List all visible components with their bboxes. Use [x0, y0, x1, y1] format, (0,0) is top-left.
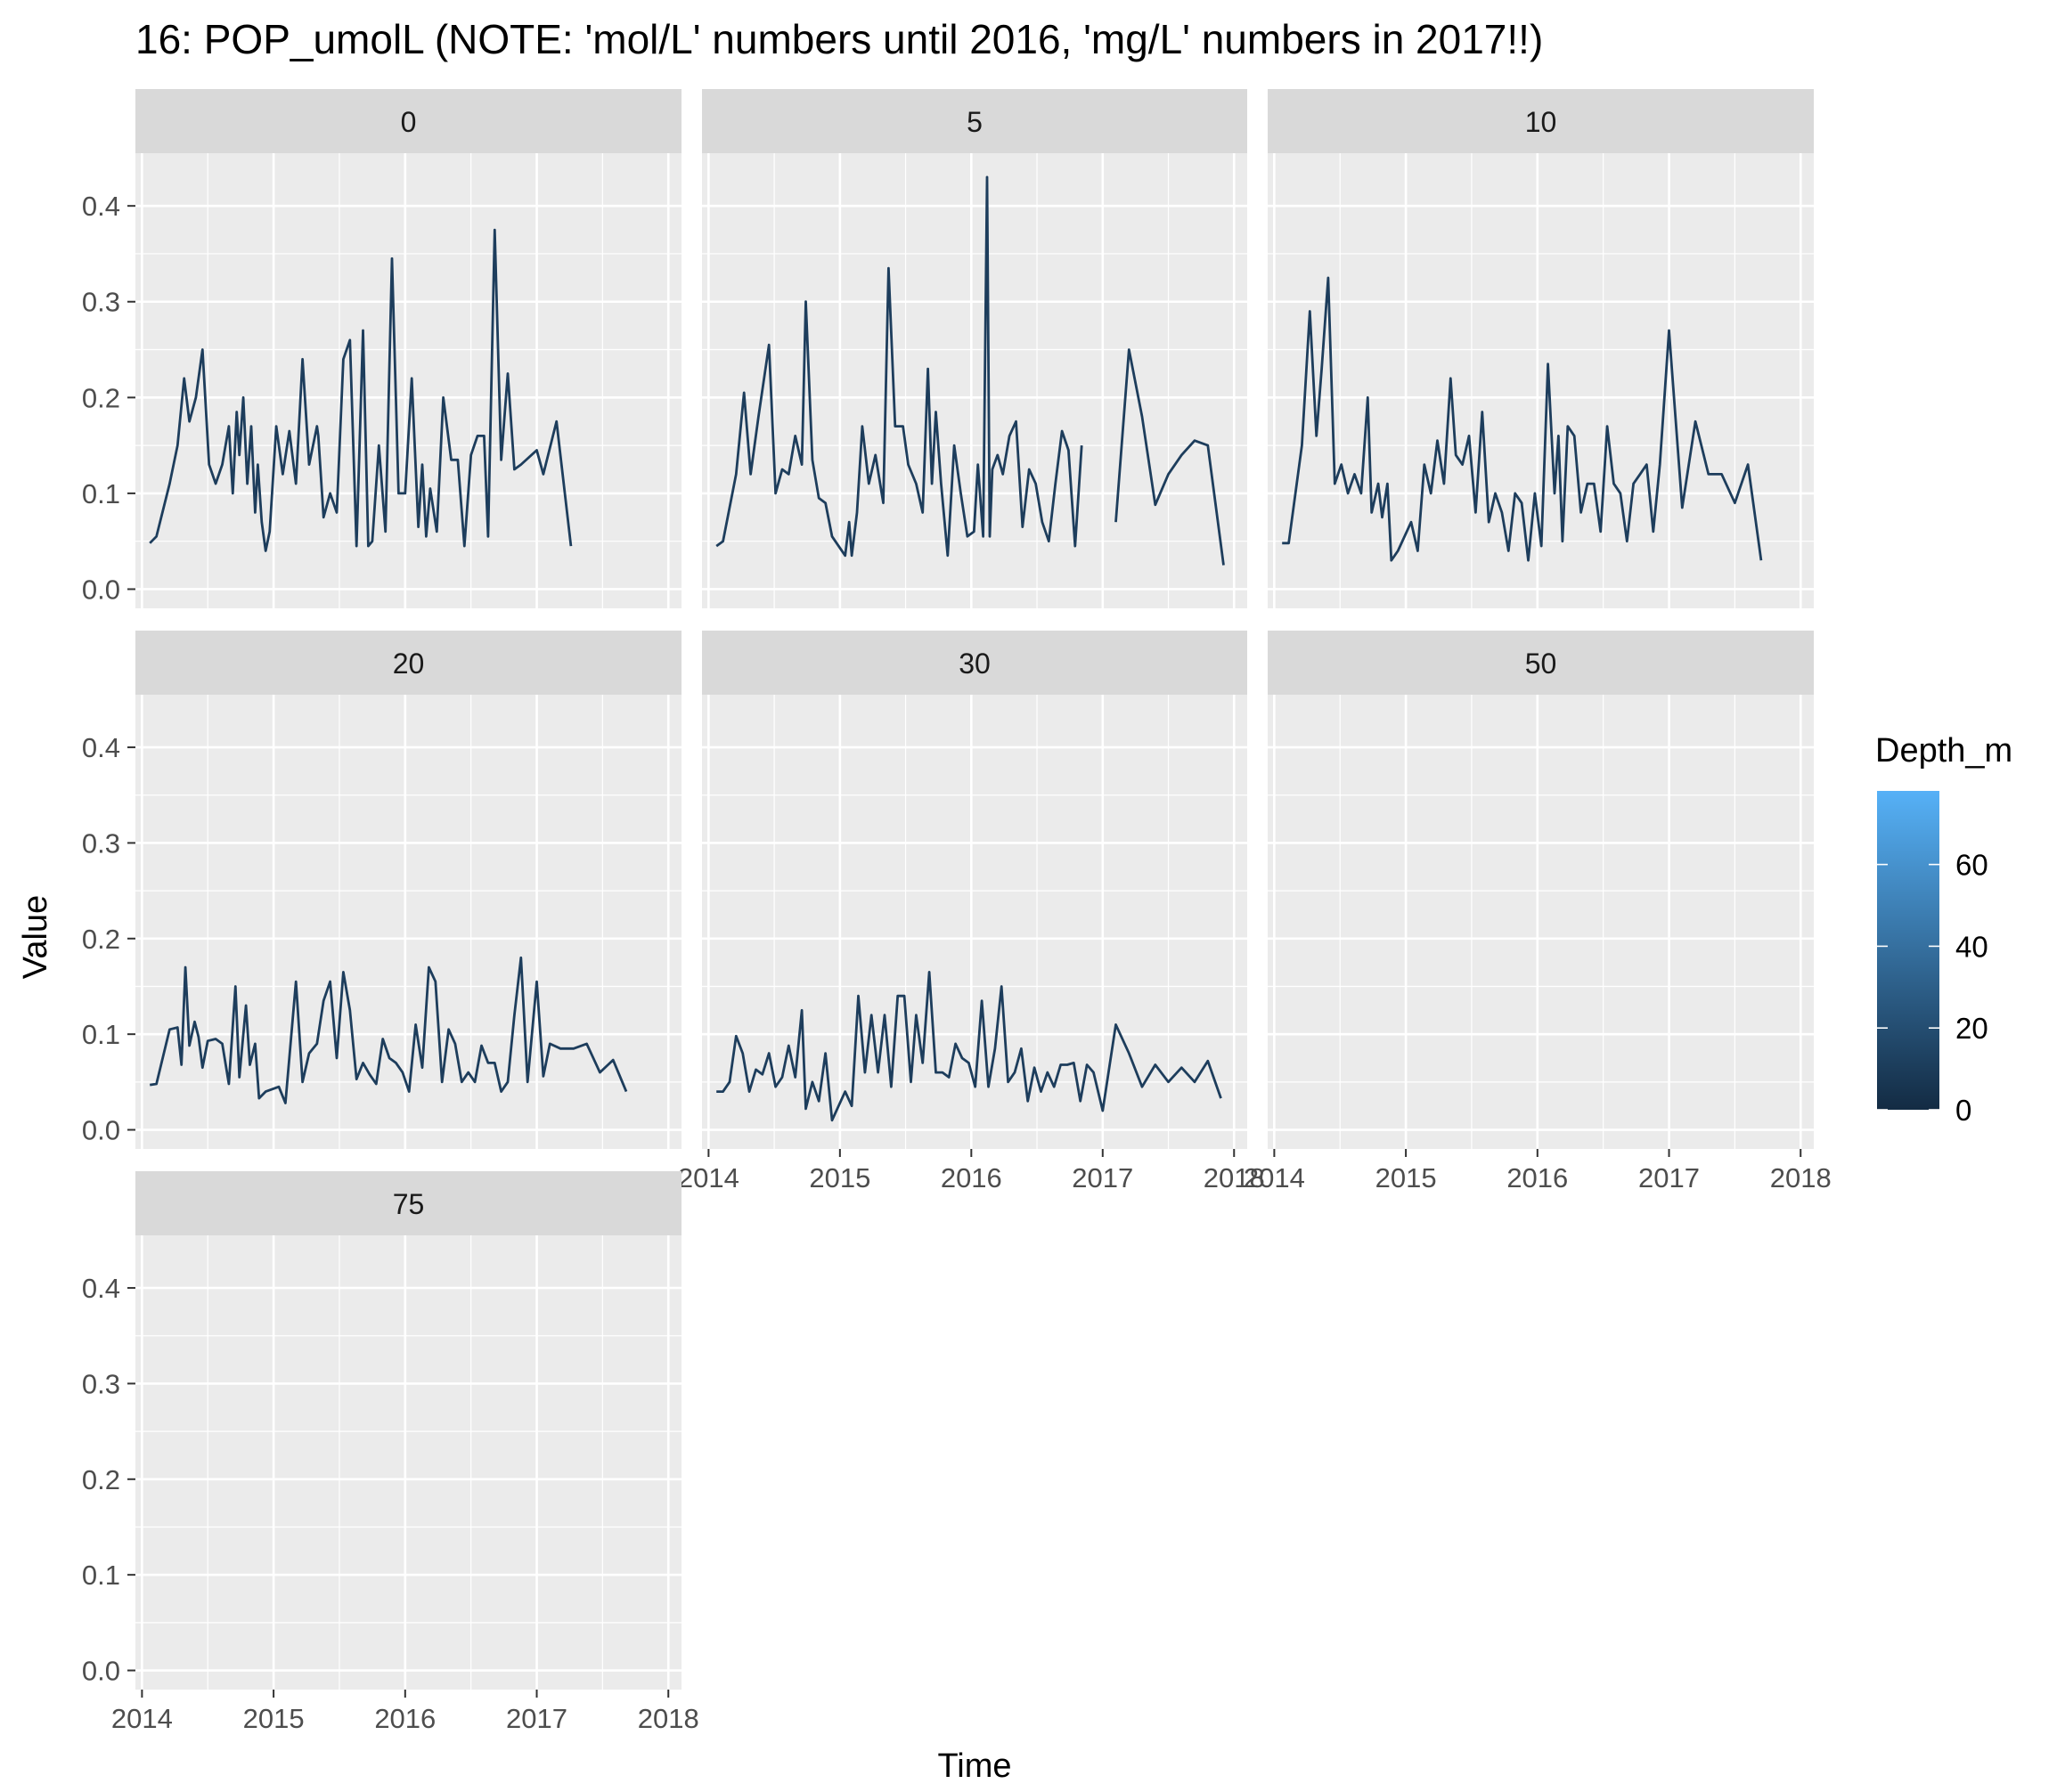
- y-tick-label: 0.1: [82, 1560, 120, 1591]
- x-tick-label: 2017: [1638, 1162, 1700, 1193]
- facet-strip-label: 5: [967, 106, 983, 138]
- x-tick-label: 2018: [1204, 1162, 1265, 1193]
- y-tick-label: 0.2: [82, 382, 120, 413]
- facet-panel-10: 10: [1268, 89, 1814, 608]
- series-line-depth-5-1: [1114, 348, 1225, 566]
- legend-colorbar: [1877, 791, 1939, 1110]
- panel-background: [135, 1235, 682, 1690]
- x-tick-label: 2018: [1770, 1162, 1832, 1193]
- legend-ticks: 0 20 40 60: [1877, 849, 1988, 1127]
- facet-strip: [135, 89, 682, 153]
- facet-strip: [135, 1171, 682, 1235]
- legend-tick-label: 60: [1955, 849, 1988, 882]
- y-axis-label: Value: [17, 895, 54, 979]
- y-tick-label: 0.3: [82, 827, 120, 859]
- x-tick-label: 2016: [941, 1162, 1002, 1193]
- series-line-depth-0-0: [149, 228, 573, 552]
- y-tick-label: 0.2: [82, 924, 120, 955]
- x-tick-label: 2016: [1506, 1162, 1568, 1193]
- legend-title: Depth_m: [1875, 732, 2012, 770]
- facet-strip: [702, 631, 1247, 695]
- facet-panel-30: 30 2014 2015 2016 2017 2018: [678, 631, 1265, 1193]
- panel-background: [702, 695, 1247, 1149]
- panel-background: [1268, 695, 1814, 1149]
- depth-legend: Depth_m 0 20 40 60: [1875, 732, 2012, 1127]
- facet-panel-75: 75 0.0 0.1 0.2 0.3 0.4 2014 2015 2016 2017 2018: [82, 1171, 699, 1734]
- panel-background: [135, 153, 682, 608]
- x-tick-label: 2014: [111, 1703, 173, 1734]
- y-tick-label: 0.2: [82, 1464, 120, 1495]
- y-tick-label: 0.0: [82, 1656, 120, 1687]
- facet-panel-0: 0 0.0 0.1 0.2 0.3 0.4: [82, 89, 682, 608]
- facet-strip: [1268, 631, 1814, 695]
- x-tick-label: 2015: [809, 1162, 870, 1193]
- facet-strip-label: 30: [959, 648, 991, 680]
- facet-panel-5: 5: [702, 89, 1247, 608]
- y-tick-label: 0.3: [82, 1368, 120, 1399]
- panel-background: [135, 695, 682, 1149]
- series-line-depth-5-0: [715, 175, 1083, 558]
- y-tick-label: 0.4: [82, 1273, 120, 1304]
- legend-tick-label: 20: [1955, 1012, 1988, 1045]
- facet-strip-label: 20: [393, 648, 425, 680]
- legend-tick-label: 40: [1955, 930, 1988, 963]
- x-tick-label: 2015: [1375, 1162, 1437, 1193]
- x-tick-label: 2018: [638, 1703, 699, 1734]
- y-tick-label: 0.0: [82, 574, 120, 605]
- facet-strip: [702, 89, 1247, 153]
- x-tick-label: 2014: [678, 1162, 739, 1193]
- chart-title: 16: POP_umolL (NOTE: 'mol/L' numbers unt…: [135, 16, 1543, 62]
- x-tick-label: 2017: [506, 1703, 567, 1734]
- facet-strip-label: 50: [1525, 648, 1557, 680]
- facet-panel-50: 50 2014 2015 2016 2017 2018: [1244, 631, 1832, 1193]
- y-tick-label: 0.0: [82, 1115, 120, 1146]
- y-tick-label: 0.4: [82, 732, 120, 763]
- x-axis-label: Time: [937, 1747, 1011, 1785]
- series-line-depth-20-0: [149, 956, 628, 1104]
- x-tick-label: 2017: [1072, 1162, 1133, 1193]
- x-tick-label: 2016: [374, 1703, 436, 1734]
- facet-strip-label: 10: [1525, 106, 1557, 138]
- legend-tick-label: 0: [1955, 1094, 1971, 1127]
- y-tick-label: 0.3: [82, 287, 120, 318]
- facet-strip-label: 75: [393, 1188, 425, 1220]
- facet-panel-20: 20 0.0 0.1 0.2 0.3 0.4: [82, 631, 682, 1149]
- y-tick-label: 0.1: [82, 1019, 120, 1050]
- series-line-depth-10-0: [1282, 276, 1763, 562]
- y-tick-label: 0.1: [82, 478, 120, 509]
- facet-strip-label: 0: [401, 106, 417, 138]
- x-tick-label: 2014: [1244, 1162, 1305, 1193]
- y-tick-label: 0.4: [82, 191, 120, 222]
- facet-strip: [1268, 89, 1814, 153]
- x-tick-label: 2015: [243, 1703, 305, 1734]
- panel-background: [702, 153, 1247, 608]
- facet-strip: [135, 631, 682, 695]
- facet-panels: 0 0.0 0.1 0.2 0.3 0.4 5 10 20 0.0 0.1 0.2 0.3 0.4 30 20…: [82, 89, 1832, 1734]
- series-line-depth-30-0: [716, 971, 1222, 1122]
